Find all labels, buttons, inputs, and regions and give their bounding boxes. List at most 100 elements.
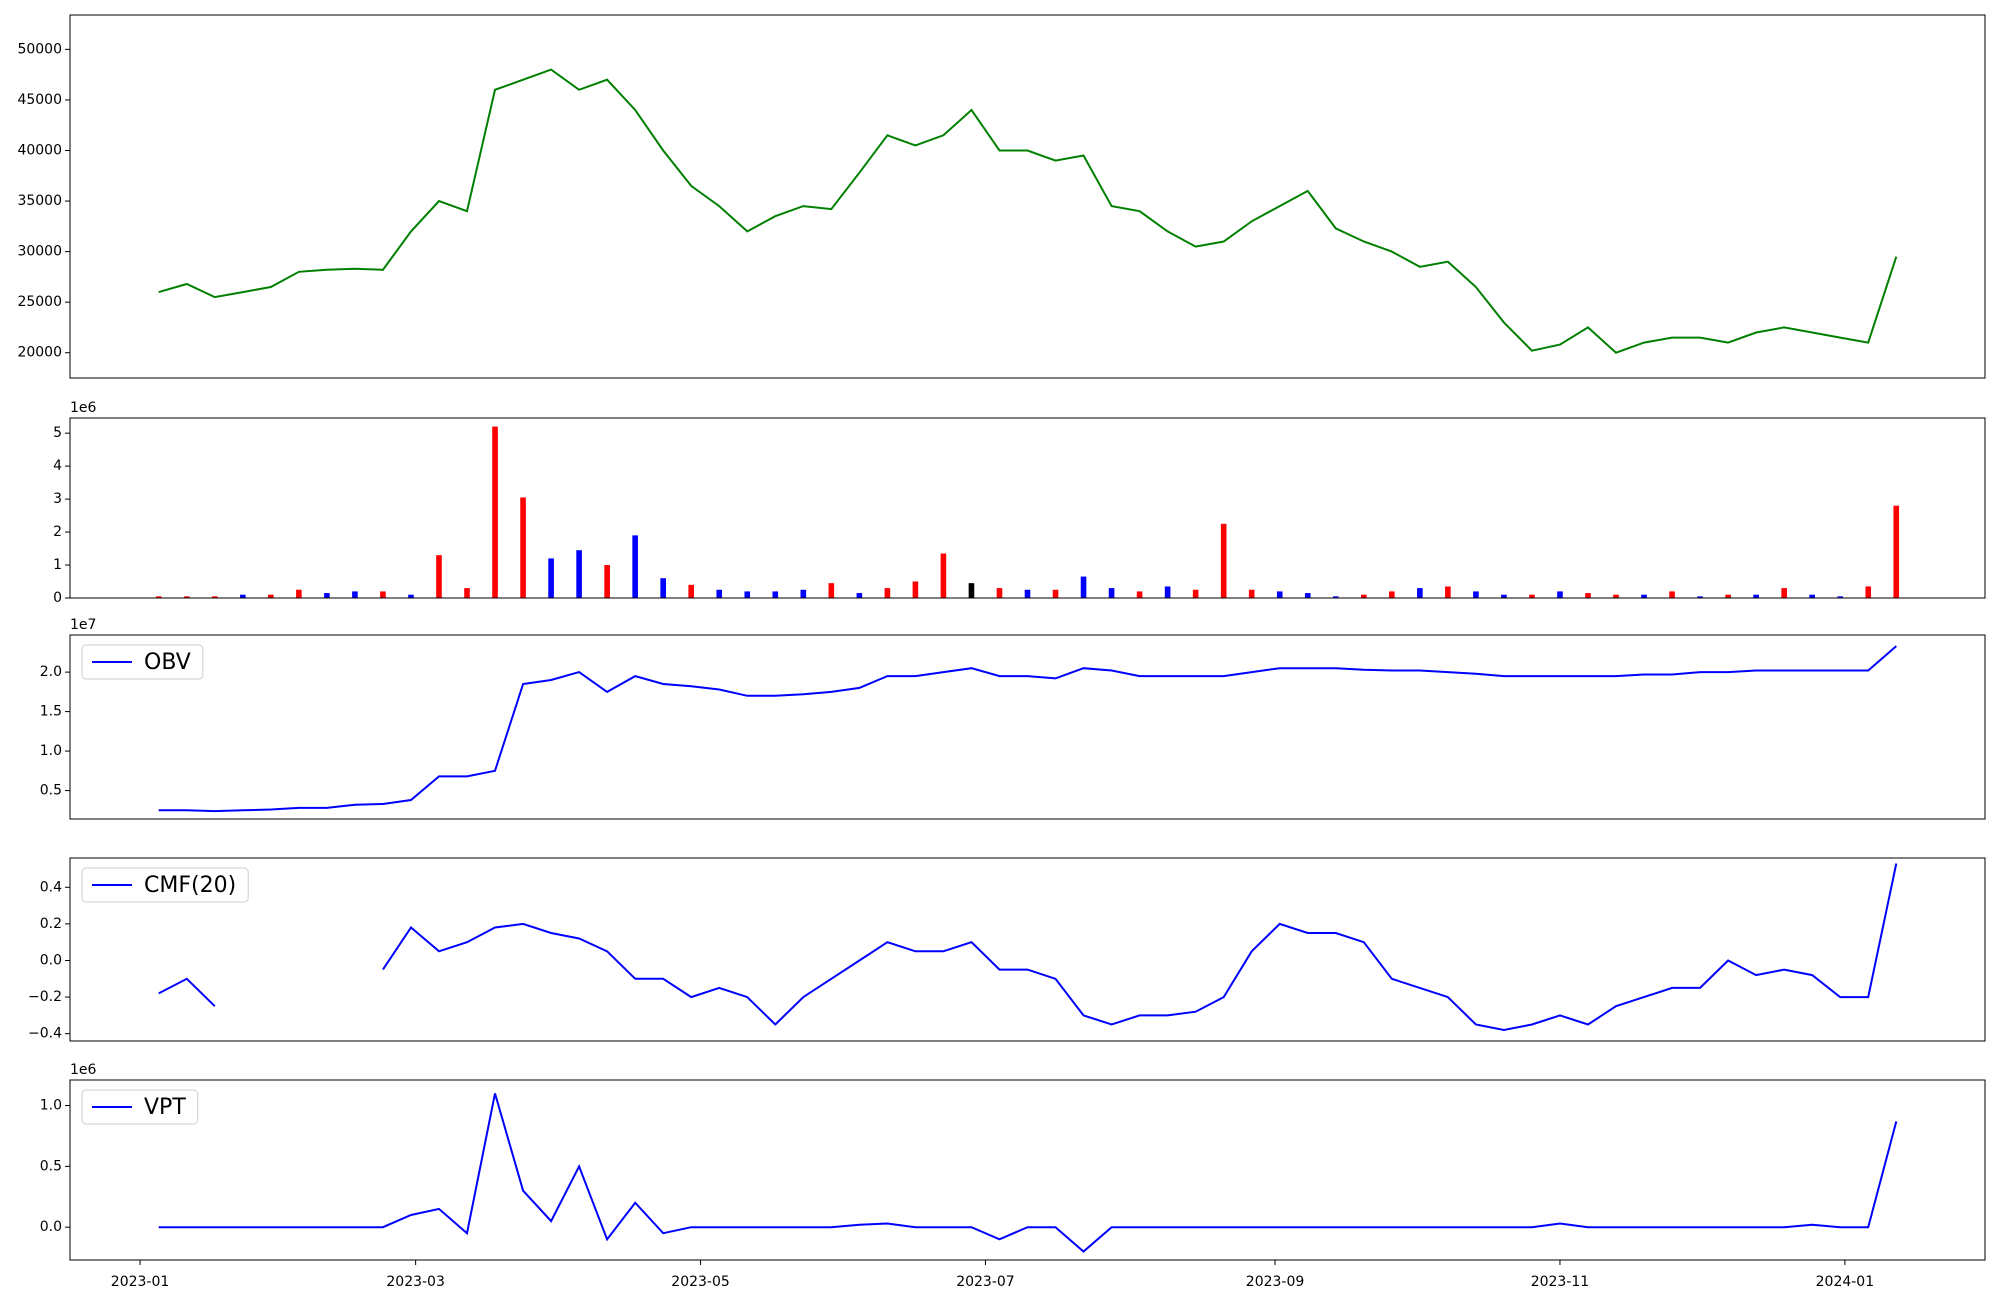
bar [688,584,695,598]
legend-box [81,1089,199,1125]
y-tick-label: 4 [53,458,62,474]
y-tick-label: 3 [53,491,62,507]
y-tick-label: 0 [53,590,62,606]
series-line [158,645,1897,813]
axis-offset: 1e6 [70,1062,97,1078]
legend-box [81,867,249,903]
bar [744,591,751,598]
bar [968,583,975,598]
bar [324,593,330,598]
series-line [158,863,1898,1032]
x-tick-label: 2023-01 [111,1274,170,1290]
bar [1865,586,1872,598]
bar [380,591,386,598]
y-tick-label: 20000 [17,345,62,361]
bar [268,594,274,598]
bar [856,593,863,598]
bar [296,589,302,598]
y-tick-label: 45000 [17,92,62,108]
y-tick-label: 25000 [17,294,62,310]
bar [1164,586,1171,598]
bar [492,426,498,598]
bar [1753,594,1759,598]
bar [772,591,779,598]
bar [1445,586,1451,598]
y-tick-label: 2 [53,524,62,540]
y-tick-label: 0.4 [40,879,62,895]
bar [352,591,358,598]
x-tick-label: 2024-01 [1816,1274,1875,1290]
legend-label: VPT [144,1095,186,1120]
bar [240,594,246,598]
legend-label: OBV [144,650,191,675]
axis-offset: 1e7 [70,617,96,633]
bar [1276,591,1283,598]
bar [1080,576,1087,598]
bar [1669,591,1675,598]
legend-box [81,644,204,680]
bar [1529,594,1535,598]
bar [1697,596,1703,598]
y-tick-label: 50000 [17,41,62,57]
series-line [158,1093,1898,1253]
y-tick-label: 5 [53,425,62,441]
plot-frame [69,857,1986,1042]
bar [408,594,414,598]
bar [1613,594,1619,598]
bar [800,589,807,598]
bar [183,596,190,598]
plot-frame [69,14,1986,379]
y-tick-label: −0.4 [28,1026,62,1042]
plot-frame [69,417,1986,599]
x-tick-label: 2023-09 [1246,1274,1305,1290]
bar [1809,594,1815,598]
bar [1220,523,1227,598]
bar [996,588,1003,598]
bar [576,550,582,598]
bar [211,596,218,598]
bar [464,588,470,598]
bar [716,589,723,598]
y-tick-label: 1.0 [40,1098,62,1114]
series-line [158,68,1898,354]
bar [1248,589,1255,598]
bar [1725,594,1731,598]
y-tick-label: 1.5 [40,704,62,720]
bar [1781,588,1787,598]
y-tick-label: 0.0 [40,1219,62,1235]
bar [660,578,666,598]
bar [1473,591,1479,598]
bar [1501,594,1507,598]
y-tick-label: 1 [53,557,62,573]
bar [632,535,638,598]
bar [1837,596,1844,598]
y-tick-label: −0.2 [28,989,62,1005]
bar [1585,593,1591,598]
bar [1360,594,1367,598]
bar [1557,591,1563,598]
plot-frame [69,634,1986,820]
bar [912,581,919,598]
x-tick-label: 2023-05 [671,1274,730,1290]
x-tick-label: 2023-11 [1531,1274,1590,1290]
x-tick-label: 2023-03 [386,1274,445,1290]
bar [1417,588,1423,598]
y-tick-label: 0.2 [40,916,62,932]
y-tick-label: 2.0 [40,664,62,680]
bar [1136,591,1143,598]
bar [1389,591,1395,598]
bar [436,555,442,598]
x-tick-label: 2023-07 [956,1274,1015,1290]
axis-offset: 1e6 [70,400,97,416]
bar [1332,596,1339,598]
bar [155,596,162,598]
legend-label: CMF(20) [144,873,236,898]
bar [940,553,947,598]
bar [1893,505,1900,598]
plot-frame [69,1079,1986,1261]
bar [828,583,835,598]
bar [1192,589,1199,598]
bar [1108,588,1115,598]
bar [548,558,554,598]
